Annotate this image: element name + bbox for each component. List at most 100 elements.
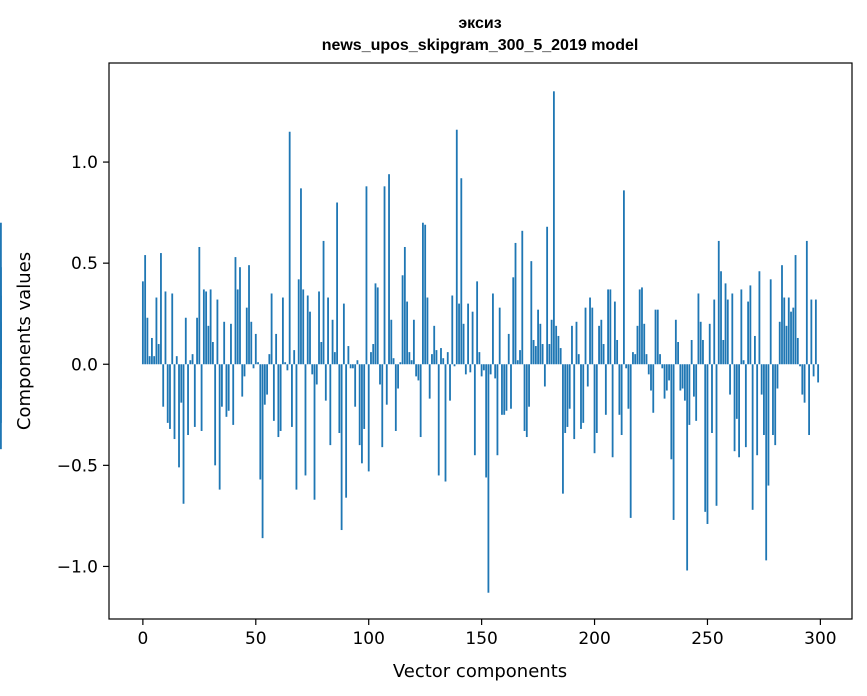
bar-285 [785, 325, 788, 365]
bar-174 [534, 346, 537, 365]
bar-222 [643, 323, 646, 365]
bar-214 [625, 364, 628, 369]
bar-290 [796, 337, 799, 365]
bar-76 [313, 364, 316, 500]
bar-235 [672, 364, 675, 520]
bar-287 [790, 311, 792, 365]
bar-29 [207, 325, 210, 365]
bar-171 [528, 364, 530, 407]
bar-109 [388, 174, 390, 365]
bar-189 [568, 364, 571, 409]
bar-95 [356, 360, 359, 365]
x-axis-label: Vector components [393, 661, 567, 682]
bar-24 [196, 317, 198, 365]
bar-178 [543, 364, 546, 387]
bar-252 [711, 364, 713, 433]
bar-52 [259, 364, 262, 480]
bar-82 [327, 297, 329, 365]
bar-183 [555, 325, 558, 365]
bar-299 [817, 364, 820, 383]
bar-54 [263, 364, 266, 405]
bar-181 [550, 319, 553, 365]
bar-94 [354, 364, 357, 407]
bar-192 [575, 321, 578, 365]
y-axis-label: Components values [14, 252, 35, 430]
bar-43 [239, 267, 241, 365]
bar-158 [498, 307, 501, 365]
bars-group [0, 91, 820, 593]
bar-208 [611, 364, 614, 458]
bar-185 [559, 348, 562, 365]
bar-18 [182, 364, 185, 504]
bar-120 [412, 319, 415, 365]
bar-17 [180, 364, 183, 403]
bar-209 [613, 301, 616, 365]
bar-196 [584, 307, 587, 365]
bar-270 [751, 364, 754, 510]
bar-272 [756, 364, 759, 456]
bar-240 [683, 364, 686, 401]
bar-67 [293, 350, 296, 365]
bar-227 [654, 309, 657, 365]
bar-75 [311, 364, 314, 375]
bar-135 [446, 352, 449, 365]
bar-87 [338, 364, 341, 433]
bar-144 [467, 303, 469, 365]
bar-62 [281, 297, 284, 365]
bar-0 [141, 281, 144, 365]
bar-164 [512, 277, 515, 365]
y-axis: −1.0 −0.5 0.0 0.5 1.0 [57, 153, 109, 577]
bar-276 [765, 364, 768, 561]
bar-142 [462, 323, 465, 365]
bar-258 [724, 283, 727, 365]
bar-303 [0, 364, 2, 423]
bar-34 [218, 364, 221, 490]
bar-68 [295, 364, 298, 490]
bar-58 [272, 364, 275, 421]
y-tick-label-2: 0.0 [71, 355, 98, 375]
bar-91 [347, 346, 350, 365]
bar-212 [620, 364, 623, 436]
chart-title-line-2: news_upos_skipgram_300_5_2019 model [322, 37, 639, 54]
bar-245 [695, 364, 698, 421]
bar-266 [742, 360, 745, 365]
bar-280 [774, 364, 777, 446]
bar-56 [268, 354, 271, 365]
bar-161 [505, 364, 508, 411]
bar-125 [424, 224, 427, 365]
bar-271 [753, 335, 756, 365]
bar-193 [577, 354, 580, 365]
bar-307 [0, 222, 2, 365]
bar-234 [670, 364, 673, 460]
bar-200 [593, 364, 596, 454]
bar-172 [530, 261, 533, 365]
bar-33 [216, 299, 219, 365]
bar-184 [557, 335, 560, 365]
bar-292 [801, 364, 804, 395]
bar-146 [471, 311, 474, 365]
bar-238 [679, 364, 682, 391]
bar-225 [650, 364, 652, 391]
bar-139 [455, 129, 458, 365]
bar-221 [641, 287, 643, 365]
bar-244 [693, 364, 695, 397]
bar-78 [318, 291, 320, 365]
bar-286 [787, 297, 790, 365]
bar-170 [525, 364, 528, 438]
bar-241 [686, 364, 689, 571]
bar-98 [363, 364, 366, 429]
bar-46 [245, 307, 248, 365]
bar-219 [636, 325, 639, 365]
bar-37 [225, 364, 228, 417]
bar-283 [781, 265, 783, 365]
bar-111 [392, 358, 395, 365]
bar-117 [406, 301, 409, 365]
bar-168 [521, 230, 524, 365]
bar-26 [200, 364, 203, 431]
bar-249 [704, 364, 707, 512]
bar-60 [277, 364, 280, 438]
bar-147 [473, 364, 476, 456]
bar-84 [331, 319, 334, 365]
bar-122 [417, 364, 420, 381]
bar-278 [769, 279, 772, 365]
